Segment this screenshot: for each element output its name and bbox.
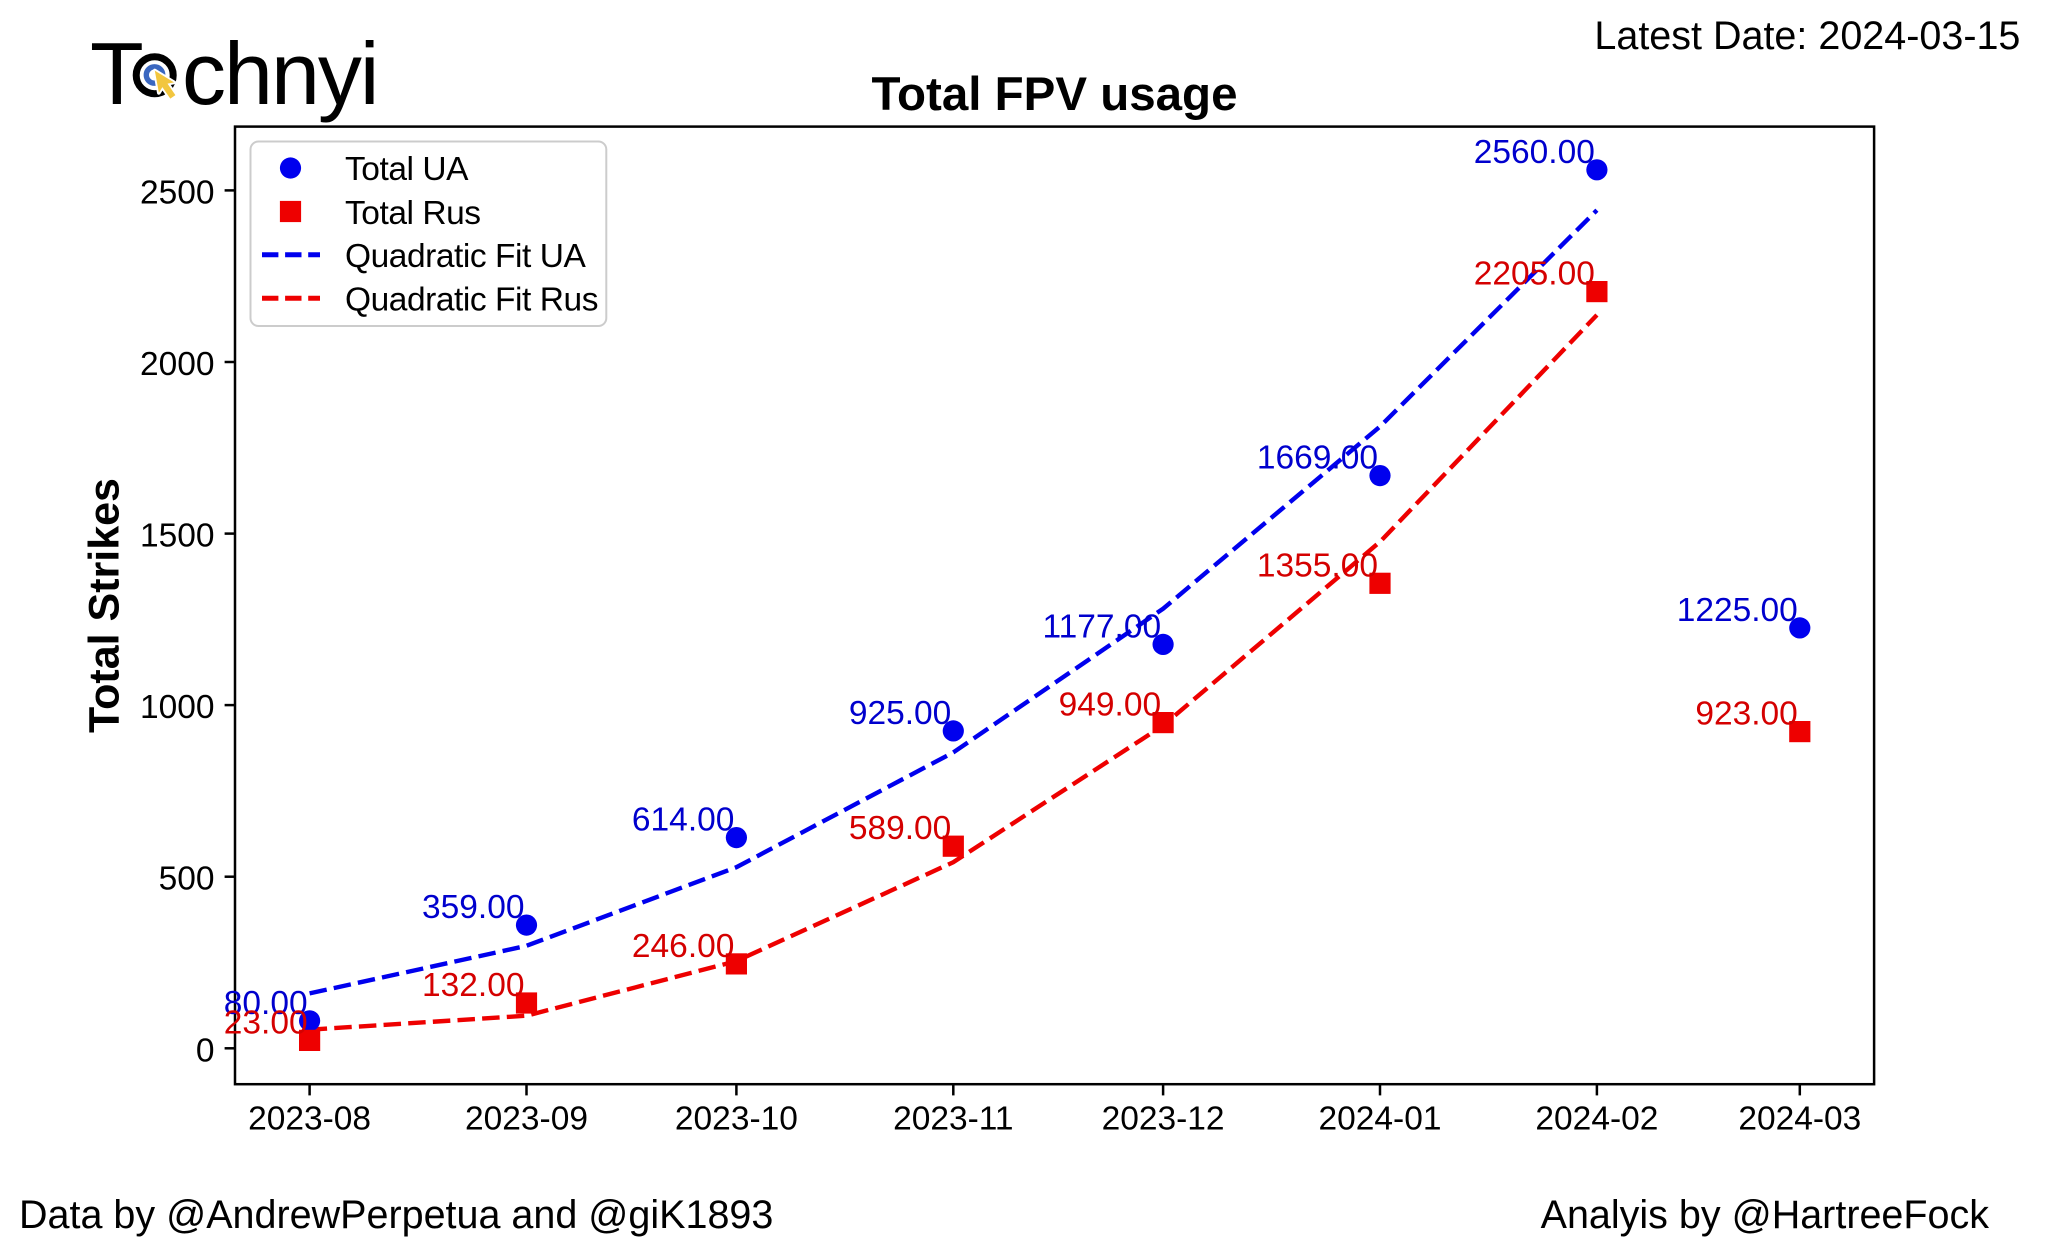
svg-text:2205.00: 2205.00: [1474, 256, 1595, 293]
svg-text:Data by @AndrewPerpetua and @g: Data by @AndrewPerpetua and @giK1893: [19, 1193, 773, 1237]
svg-text:Latest Date: 2024-03-15: Latest Date: 2024-03-15: [1594, 14, 2020, 58]
svg-text:589.00: 589.00: [849, 810, 951, 847]
svg-text:2024-03: 2024-03: [1738, 1101, 1861, 1138]
svg-text:Total Strikes: Total Strikes: [81, 478, 129, 733]
svg-text:23.00: 23.00: [224, 1004, 308, 1041]
svg-text:2560.00: 2560.00: [1474, 134, 1595, 171]
svg-text:1225.00: 1225.00: [1677, 592, 1798, 629]
svg-text:Quadratic Fit UA: Quadratic Fit UA: [345, 238, 587, 275]
svg-text:2500: 2500: [140, 174, 215, 211]
svg-text:2023-10: 2023-10: [675, 1101, 798, 1138]
svg-text:2023-11: 2023-11: [893, 1101, 1013, 1138]
svg-text:chnyi: chnyi: [182, 24, 377, 123]
svg-text:1355.00: 1355.00: [1257, 547, 1378, 584]
svg-text:2000: 2000: [140, 346, 215, 383]
svg-text:Total FPV usage: Total FPV usage: [872, 68, 1238, 121]
svg-text:2024-01: 2024-01: [1319, 1101, 1442, 1138]
svg-text:1000: 1000: [140, 689, 215, 726]
svg-text:500: 500: [159, 861, 215, 898]
svg-text:Total Rus: Total Rus: [345, 195, 481, 232]
svg-text:359.00: 359.00: [422, 889, 524, 926]
svg-text:132.00: 132.00: [422, 967, 524, 1004]
svg-text:1500: 1500: [140, 518, 215, 555]
svg-text:1669.00: 1669.00: [1257, 440, 1378, 477]
svg-text:Quadratic Fit Rus: Quadratic Fit Rus: [345, 282, 598, 319]
svg-text:Total UA: Total UA: [345, 151, 469, 188]
svg-text:614.00: 614.00: [632, 802, 734, 839]
svg-text:1177.00: 1177.00: [1042, 608, 1161, 645]
svg-text:80.00: 80.00: [224, 985, 308, 1022]
svg-text:949.00: 949.00: [1059, 687, 1161, 724]
svg-text:246.00: 246.00: [632, 928, 734, 965]
svg-text:925.00: 925.00: [849, 695, 951, 732]
svg-text:2023-12: 2023-12: [1102, 1101, 1225, 1138]
svg-text:Analyis by @HartreeFock: Analyis by @HartreeFock: [1541, 1193, 1990, 1237]
svg-text:2023-08: 2023-08: [248, 1101, 371, 1138]
svg-text:0: 0: [196, 1032, 215, 1069]
svg-text:2023-09: 2023-09: [465, 1101, 588, 1138]
svg-text:923.00: 923.00: [1695, 696, 1797, 733]
svg-text:2024-02: 2024-02: [1535, 1101, 1658, 1138]
